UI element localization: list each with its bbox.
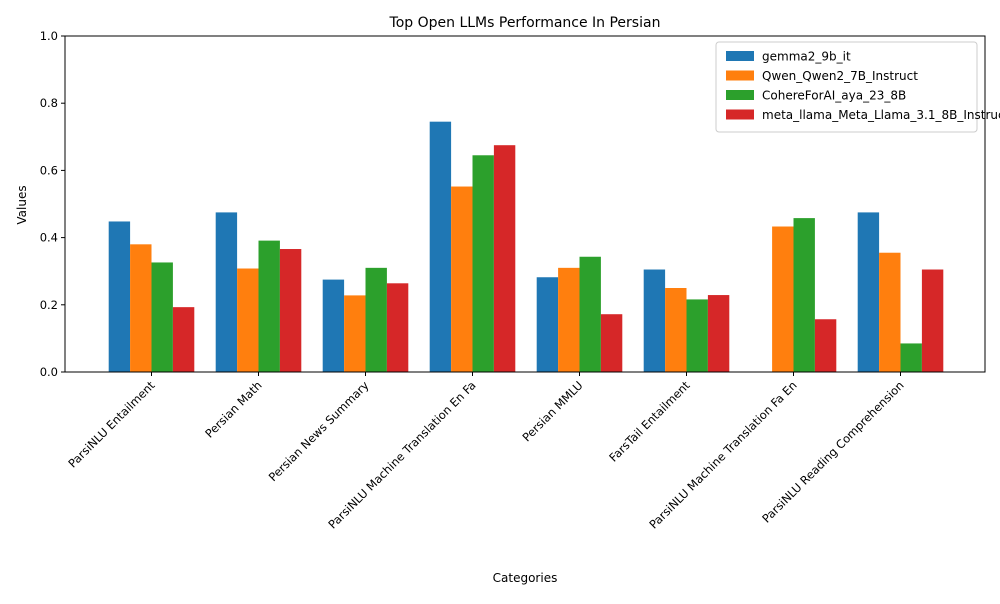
bar-CohereForAI_aya_23_8B-0 — [151, 262, 173, 372]
bar-CohereForAI_aya_23_8B-5 — [686, 299, 708, 372]
bar-meta_llama_Meta_Llama_3.1_8B_Instruct-4 — [600, 314, 623, 372]
bar-Qwen_Qwen2_7B_Instruct-7 — [879, 252, 901, 372]
bar-CohereForAI_aya_23_8B-4 — [579, 256, 601, 372]
x-tick-label: Persian MMLU — [519, 378, 585, 444]
bar-meta_llama_Meta_Llama_3.1_8B_Instruct-5 — [707, 295, 730, 372]
bar-meta_llama_Meta_Llama_3.1_8B_Instruct-6 — [814, 319, 837, 372]
legend-label: gemma2_9b_it — [762, 50, 851, 64]
y-tick-label: 1.0 — [40, 29, 58, 43]
bar-gemma2_9b_it-4 — [536, 277, 559, 372]
bar-gemma2_9b_it-1 — [215, 212, 238, 372]
bar-gemma2_9b_it-3 — [429, 121, 452, 373]
legend-label: meta_llama_Meta_Llama_3.1_8B_Instruct — [762, 108, 1000, 122]
bar-meta_llama_Meta_Llama_3.1_8B_Instruct-0 — [172, 307, 195, 372]
bar-CohereForAI_aya_23_8B-1 — [258, 240, 280, 372]
bar-meta_llama_Meta_Llama_3.1_8B_Instruct-7 — [921, 269, 944, 372]
y-tick-label: 0.4 — [40, 231, 58, 245]
bar-meta_llama_Meta_Llama_3.1_8B_Instruct-1 — [279, 249, 302, 372]
bar-meta_llama_Meta_Llama_3.1_8B_Instruct-3 — [493, 145, 516, 372]
bar-CohereForAI_aya_23_8B-3 — [472, 155, 494, 372]
bar-Qwen_Qwen2_7B_Instruct-5 — [665, 288, 687, 372]
bar-Qwen_Qwen2_7B_Instruct-2 — [344, 295, 366, 372]
legend-swatch — [726, 90, 754, 100]
bar-Qwen_Qwen2_7B_Instruct-1 — [237, 268, 259, 372]
x-tick-label: Persian Math — [202, 378, 264, 440]
legend: gemma2_9b_it Qwen_Qwen2_7B_Instruct Cohere… — [715, 41, 1000, 133]
y-tick-label: 0.0 — [40, 365, 58, 379]
x-axis-label: Categories — [493, 571, 558, 585]
chart-title: Top Open LLMs Performance In Persian — [389, 15, 661, 31]
bar-Qwen_Qwen2_7B_Instruct-3 — [451, 186, 473, 372]
legend-swatch — [726, 70, 754, 81]
x-tick-label: ParsiNLU Entailment — [65, 378, 158, 471]
bar-CohereForAI_aya_23_8B-6 — [793, 218, 815, 372]
legend-label: Qwen_Qwen2_7B_Instruct — [762, 69, 918, 83]
bar-gemma2_9b_it-5 — [643, 269, 666, 372]
legend-swatch — [726, 51, 754, 61]
x-tick-label: FarsTail Entailment — [606, 378, 693, 465]
legend-label: CohereForAI_aya_23_8B — [762, 89, 906, 103]
bar-Qwen_Qwen2_7B_Instruct-6 — [772, 226, 794, 372]
y-tick-label: 0.8 — [40, 96, 58, 110]
legend-box — [715, 41, 978, 133]
bars-layer — [108, 121, 944, 373]
plot-frame — [64, 35, 986, 373]
bar-gemma2_9b_it-7 — [857, 212, 880, 372]
bar-meta_llama_Meta_Llama_3.1_8B_Instruct-2 — [386, 283, 409, 372]
bar-Qwen_Qwen2_7B_Instruct-4 — [558, 267, 580, 372]
bar-CohereForAI_aya_23_8B-7 — [900, 343, 922, 372]
bar-CohereForAI_aya_23_8B-2 — [365, 267, 387, 372]
x-tick-label: Persian News Summary — [266, 378, 372, 484]
y-axis-label: Values — [15, 185, 29, 224]
legend-swatch — [726, 109, 754, 120]
y-tick-label: 0.6 — [40, 163, 58, 177]
bar-gemma2_9b_it-2 — [322, 279, 345, 372]
bar-Qwen_Qwen2_7B_Instruct-0 — [130, 244, 152, 372]
y-tick-label: 0.2 — [40, 298, 58, 312]
bar-gemma2_9b_it-0 — [108, 221, 131, 372]
